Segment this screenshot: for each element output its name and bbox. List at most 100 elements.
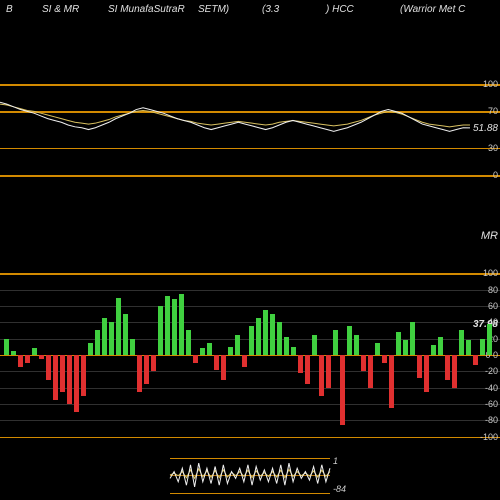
bar-positive	[480, 339, 485, 355]
bar-positive	[109, 322, 114, 355]
bar-positive	[207, 343, 212, 355]
bar-positive	[32, 348, 37, 355]
mini-line-layer	[0, 0, 500, 500]
header-label: SETM)	[198, 4, 229, 15]
data-line	[0, 104, 470, 127]
bar-positive	[116, 298, 121, 355]
bar-positive	[102, 318, 107, 355]
mini-label-top: 1	[333, 456, 338, 466]
bar-positive	[263, 310, 268, 355]
bar-positive	[431, 345, 436, 355]
bar-positive	[200, 348, 205, 355]
bar-negative	[340, 355, 345, 425]
mini-line-layer	[0, 0, 500, 500]
chart-root: BSI & MRSI MunafaSutraRSETM)(3.3) HCC(Wa…	[0, 0, 500, 500]
bar-negative	[319, 355, 324, 396]
bar-positive	[487, 324, 492, 355]
bar-positive	[284, 337, 289, 355]
bar-negative	[193, 355, 198, 363]
bar-negative	[389, 355, 394, 408]
grid-line	[0, 420, 500, 421]
orange-gridline	[0, 437, 500, 439]
bar-negative	[144, 355, 149, 384]
orange-gridline	[0, 111, 500, 113]
bar-positive	[270, 314, 275, 355]
y-tick-label: 80	[488, 285, 498, 295]
bar-positive	[186, 330, 191, 355]
y-tick-label: 0	[493, 170, 498, 180]
bar-negative	[60, 355, 65, 392]
grid-line	[0, 322, 500, 323]
mini-panel-frame	[170, 458, 330, 494]
mini-center-line	[170, 475, 330, 476]
bar-positive	[375, 343, 380, 355]
bar-positive	[410, 322, 415, 355]
bar-negative	[473, 355, 478, 365]
bar-positive	[312, 335, 317, 355]
bar-positive	[256, 318, 261, 355]
bar-positive	[179, 294, 184, 355]
bar-negative	[368, 355, 373, 388]
bar-negative	[445, 355, 450, 380]
bar-negative	[452, 355, 457, 388]
bar-positive	[95, 330, 100, 355]
current-value-label-top: 51.88	[473, 123, 498, 134]
y-tick-label: 30	[488, 143, 498, 153]
y-tick-label: -40	[485, 383, 498, 393]
bar-positive	[4, 339, 9, 355]
bar-negative	[361, 355, 366, 371]
y-tick-label: 100	[483, 79, 498, 89]
mini-label-bottom: -84	[333, 484, 346, 494]
line-layer	[0, 0, 500, 500]
bar-positive	[396, 332, 401, 355]
bar-negative	[53, 355, 58, 400]
orange-gridline	[0, 84, 500, 86]
bar-positive	[235, 335, 240, 355]
bar-positive	[228, 347, 233, 355]
header-label: B	[6, 4, 13, 15]
header-row: BSI & MRSI MunafaSutraRSETM)(3.3) HCC(Wa…	[0, 4, 500, 18]
y-tick-label: -80	[485, 415, 498, 425]
y-tick-label: -20	[485, 366, 498, 376]
header-label: (3.3	[262, 4, 279, 15]
bar-negative	[74, 355, 79, 412]
bar-positive	[130, 339, 135, 355]
orange-gridline	[0, 175, 500, 177]
bar-negative	[214, 355, 219, 370]
bar-negative	[242, 355, 247, 367]
bar-positive	[249, 326, 254, 355]
bar-negative	[382, 355, 387, 363]
bar-negative	[326, 355, 331, 388]
bar-negative	[25, 355, 30, 363]
header-label: (Warrior Met C	[400, 4, 465, 15]
y-tick-label: 60	[488, 301, 498, 311]
data-line	[0, 102, 470, 131]
header-label: SI MunafaSutraR	[108, 4, 185, 15]
bar-positive	[333, 330, 338, 355]
grid-line	[0, 306, 500, 307]
y-tick-label: -60	[485, 399, 498, 409]
y-tick-label: 70	[488, 106, 498, 116]
bar-negative	[67, 355, 72, 404]
bar-positive	[165, 296, 170, 355]
orange-gridline	[0, 273, 500, 275]
bar-negative	[424, 355, 429, 392]
current-value-label-mid: 37.98	[473, 319, 498, 330]
bar-positive	[347, 326, 352, 355]
bar-positive	[438, 337, 443, 355]
y-tick-label: 100	[483, 268, 498, 278]
bar-positive	[88, 343, 93, 355]
bar-negative	[81, 355, 86, 396]
bar-positive	[291, 347, 296, 355]
grid-line	[0, 290, 500, 291]
mr-label: MR	[481, 230, 498, 242]
bar-negative	[46, 355, 51, 380]
orange-gridline	[0, 148, 500, 150]
y-tick-label: -100	[480, 432, 498, 442]
line-layer	[0, 0, 500, 500]
bar-negative	[39, 355, 44, 359]
bar-negative	[417, 355, 422, 378]
bar-negative	[305, 355, 310, 384]
bar-negative	[137, 355, 142, 392]
bar-negative	[298, 355, 303, 373]
